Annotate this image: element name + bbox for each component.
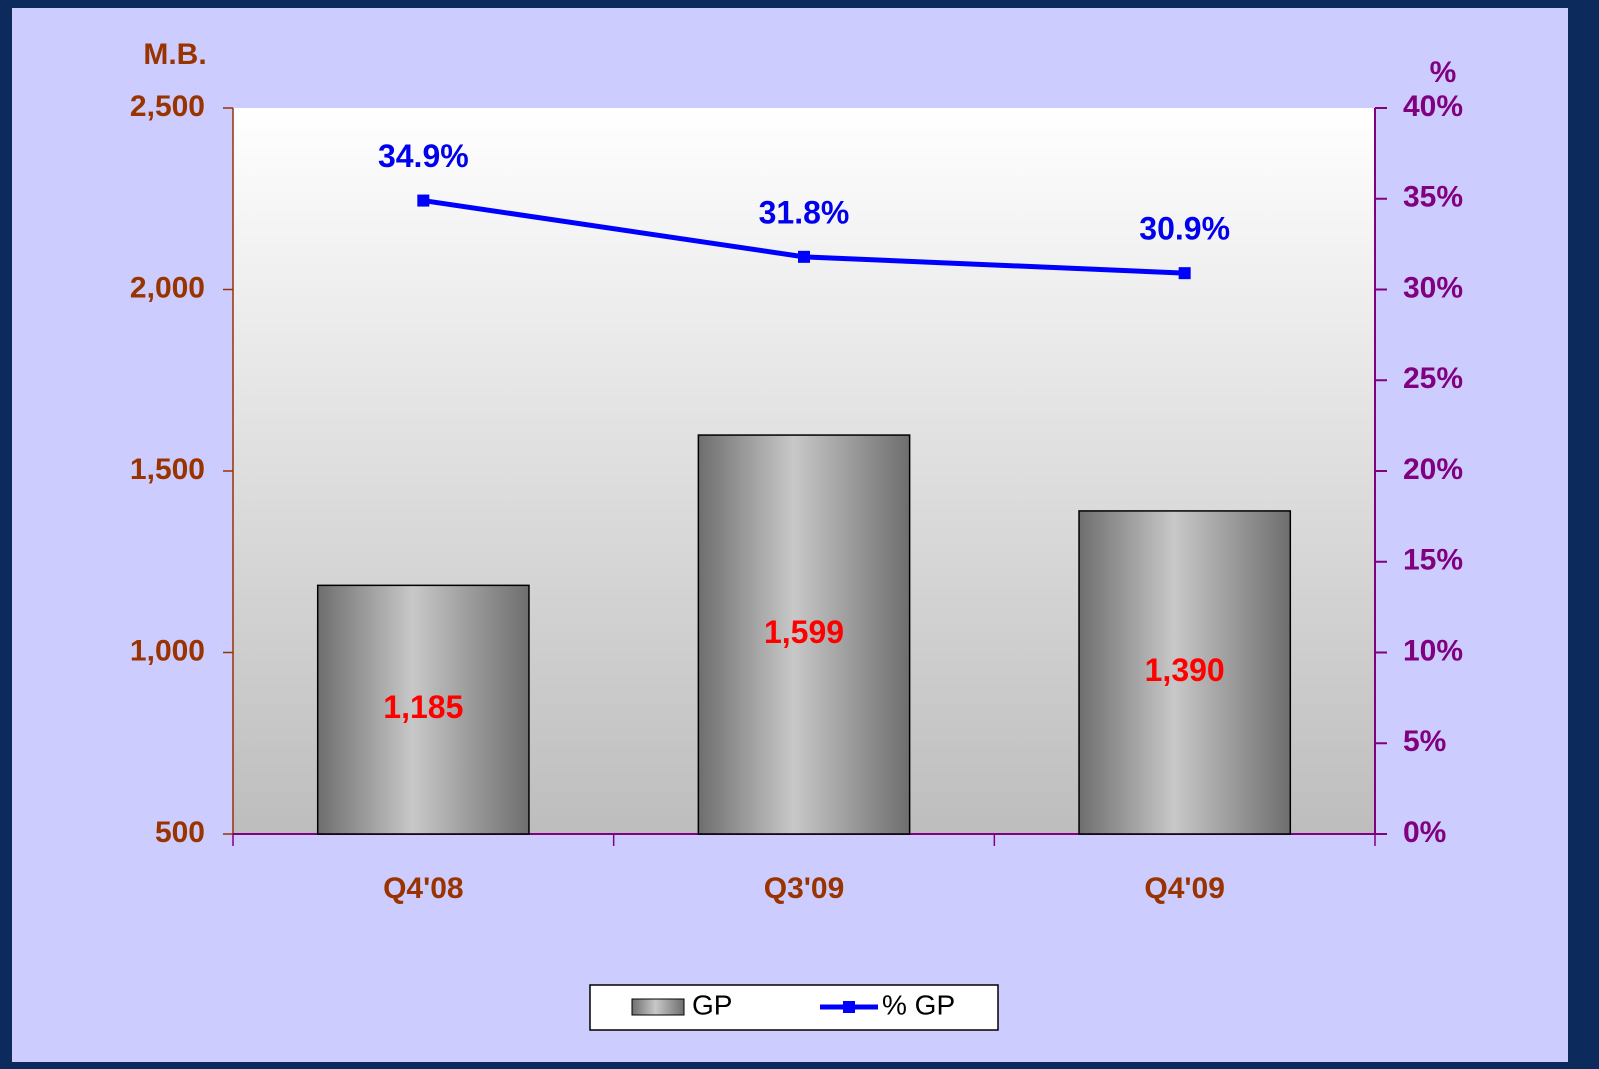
line-marker (798, 250, 810, 263)
y-tick-label: 1,000 (130, 634, 205, 667)
y2-tick-label: 30% (1403, 271, 1463, 304)
y2-tick-label: 25% (1403, 362, 1463, 395)
y-tick-label: 2,000 (130, 271, 205, 304)
legend-marker (843, 1001, 855, 1013)
bar-label: 1,599 (764, 614, 844, 650)
y2-tick-label: 5% (1403, 725, 1446, 758)
line-label: 31.8% (759, 194, 850, 230)
line-label: 34.9% (378, 138, 469, 174)
bar (1078, 510, 1292, 835)
y2-tick-label: 20% (1403, 453, 1463, 486)
y2-axis-title: % (1430, 56, 1457, 89)
x-tick-label: Q3'09 (764, 872, 845, 905)
y2-tick-label: 10% (1403, 634, 1463, 667)
y-axis-title: M.B. (143, 38, 206, 71)
y-tick-label: 500 (155, 816, 205, 849)
line-label: 30.9% (1139, 211, 1230, 247)
y-tick-label: 1,500 (130, 453, 205, 486)
legend-label: % GP (882, 989, 955, 1020)
legend-swatch (631, 998, 685, 1016)
y2-tick-label: 35% (1403, 181, 1463, 214)
y2-tick-label: 0% (1403, 816, 1446, 849)
bar-label: 1,390 (1145, 652, 1225, 688)
x-tick-label: Q4'08 (383, 872, 464, 905)
y2-tick-label: 15% (1403, 544, 1463, 577)
y2-tick-label: 40% (1403, 90, 1463, 123)
legend-label: GP (692, 989, 732, 1020)
line-marker (1178, 267, 1191, 280)
bar-label: 1,185 (383, 689, 463, 725)
x-tick-label: Q4'09 (1144, 872, 1225, 905)
y-tick-label: 2,500 (130, 90, 205, 123)
bar (697, 434, 911, 835)
bar (316, 584, 530, 835)
line-marker (417, 194, 430, 207)
